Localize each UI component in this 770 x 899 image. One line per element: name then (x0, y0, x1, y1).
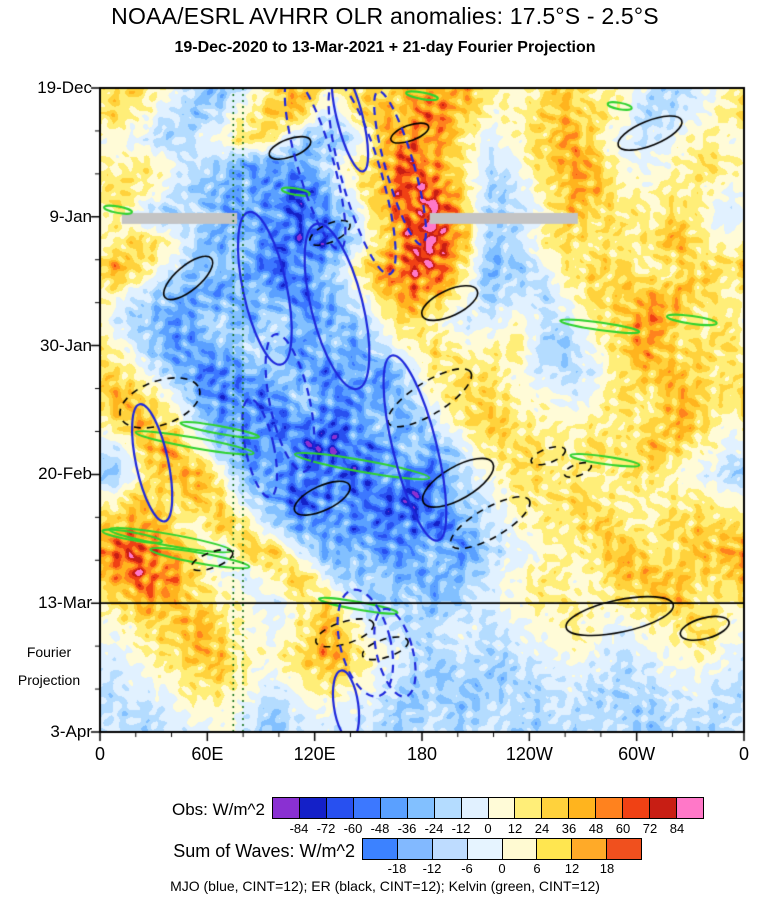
colorbar-tick-label: 48 (588, 821, 604, 836)
colorbar-segment (595, 798, 623, 818)
colorbar-tick-label: -84 (289, 821, 309, 836)
obs-colorbar-label: Obs: W/m^2 (172, 800, 265, 819)
colorbar-tick-label: -12 (451, 821, 471, 836)
colorbar-segment (363, 839, 397, 859)
colorbar-segment (433, 798, 461, 818)
projection-side-label: Projection (17, 671, 81, 688)
colorbar-segment (501, 839, 537, 859)
colorbar-tick-label: -24 (424, 821, 444, 836)
colorbar-tick-label: 0 (484, 821, 492, 836)
waves-colorbar-label: Sum of Waves: W/m^2 (173, 841, 355, 861)
x-tick-label: 120E (293, 744, 336, 764)
colorbar-tick-label: 60 (615, 821, 631, 836)
colorbar-tick-label: 12 (507, 821, 523, 836)
colorbar-tick-label: -72 (316, 821, 336, 836)
colorbar-segment (606, 839, 641, 859)
colorbar-segment (649, 798, 677, 818)
colorbar-tick-label: 84 (669, 821, 685, 836)
colorbar-segment (466, 839, 502, 859)
colorbar-segment (622, 798, 650, 818)
colorbar-segment (273, 798, 299, 818)
y-tick-label: 20-Feb (38, 464, 92, 484)
colorbar-tick-label: 6 (533, 861, 541, 876)
colorbar-tick-label: -18 (387, 861, 407, 876)
colorbar-tick-label: -48 (370, 821, 390, 836)
chart-subtitle: 19-Dec-2020 to 13-Mar-2021 + 21-day Four… (174, 39, 596, 56)
colorbar-tick-label: -12 (422, 861, 442, 876)
colorbar-segment (676, 798, 703, 818)
colorbar-segment (325, 798, 353, 818)
colorbar-segment (487, 798, 515, 818)
colorbar-segment (406, 798, 434, 818)
x-tick-label: 60W (618, 744, 656, 764)
colorbar-tick-label: 36 (561, 821, 577, 836)
colorbar-segment (514, 798, 542, 818)
obs-colorbar (272, 797, 704, 819)
colorbar-tick-label: 0 (498, 861, 506, 876)
y-tick-label: 3-Apr (50, 722, 92, 741)
colorbar-segment (460, 798, 488, 818)
colorbar-segment (396, 839, 432, 859)
colorbar-segment (536, 839, 572, 859)
x-tick-label: 180 (406, 744, 438, 764)
colorbar-tick-label: 24 (534, 821, 550, 836)
colorbar-segment (431, 839, 467, 859)
colorbar-tick-label: -6 (461, 861, 473, 876)
colorbar-segment (568, 798, 596, 818)
projection-side-label: Fourier (26, 644, 72, 661)
x-tick-label: 0 (94, 744, 105, 764)
waves-colorbar (362, 838, 642, 860)
colorbar-tick-label: 18 (599, 861, 615, 876)
colorbar-segment (379, 798, 407, 818)
y-tick-label: 30-Jan (40, 335, 92, 355)
colorbar-tick-label: -36 (397, 821, 417, 836)
y-tick-label: 19-Dec (37, 78, 92, 97)
x-tick-label: 120W (505, 744, 553, 764)
colorbar-segment (541, 798, 569, 818)
y-tick-label: 9-Jan (49, 206, 92, 226)
chart-title: NOAA/ESRL AVHRR OLR anomalies: 17.5°S - … (111, 3, 659, 29)
colorbar-tick-label: -60 (343, 821, 363, 836)
x-tick-label: 60E (191, 744, 224, 764)
colorbar-segment (298, 798, 326, 818)
x-tick-label: 0 (738, 744, 749, 764)
y-tick-label: 13-Mar (38, 593, 92, 613)
colorbar-segment (571, 839, 607, 859)
colorbar-segment (352, 798, 380, 818)
colorbar-tick-label: 72 (642, 821, 658, 836)
colorbar-tick-label: 12 (564, 861, 580, 876)
wave-legend-caption: MJO (blue, CINT=12); ER (black, CINT=12)… (170, 878, 600, 894)
